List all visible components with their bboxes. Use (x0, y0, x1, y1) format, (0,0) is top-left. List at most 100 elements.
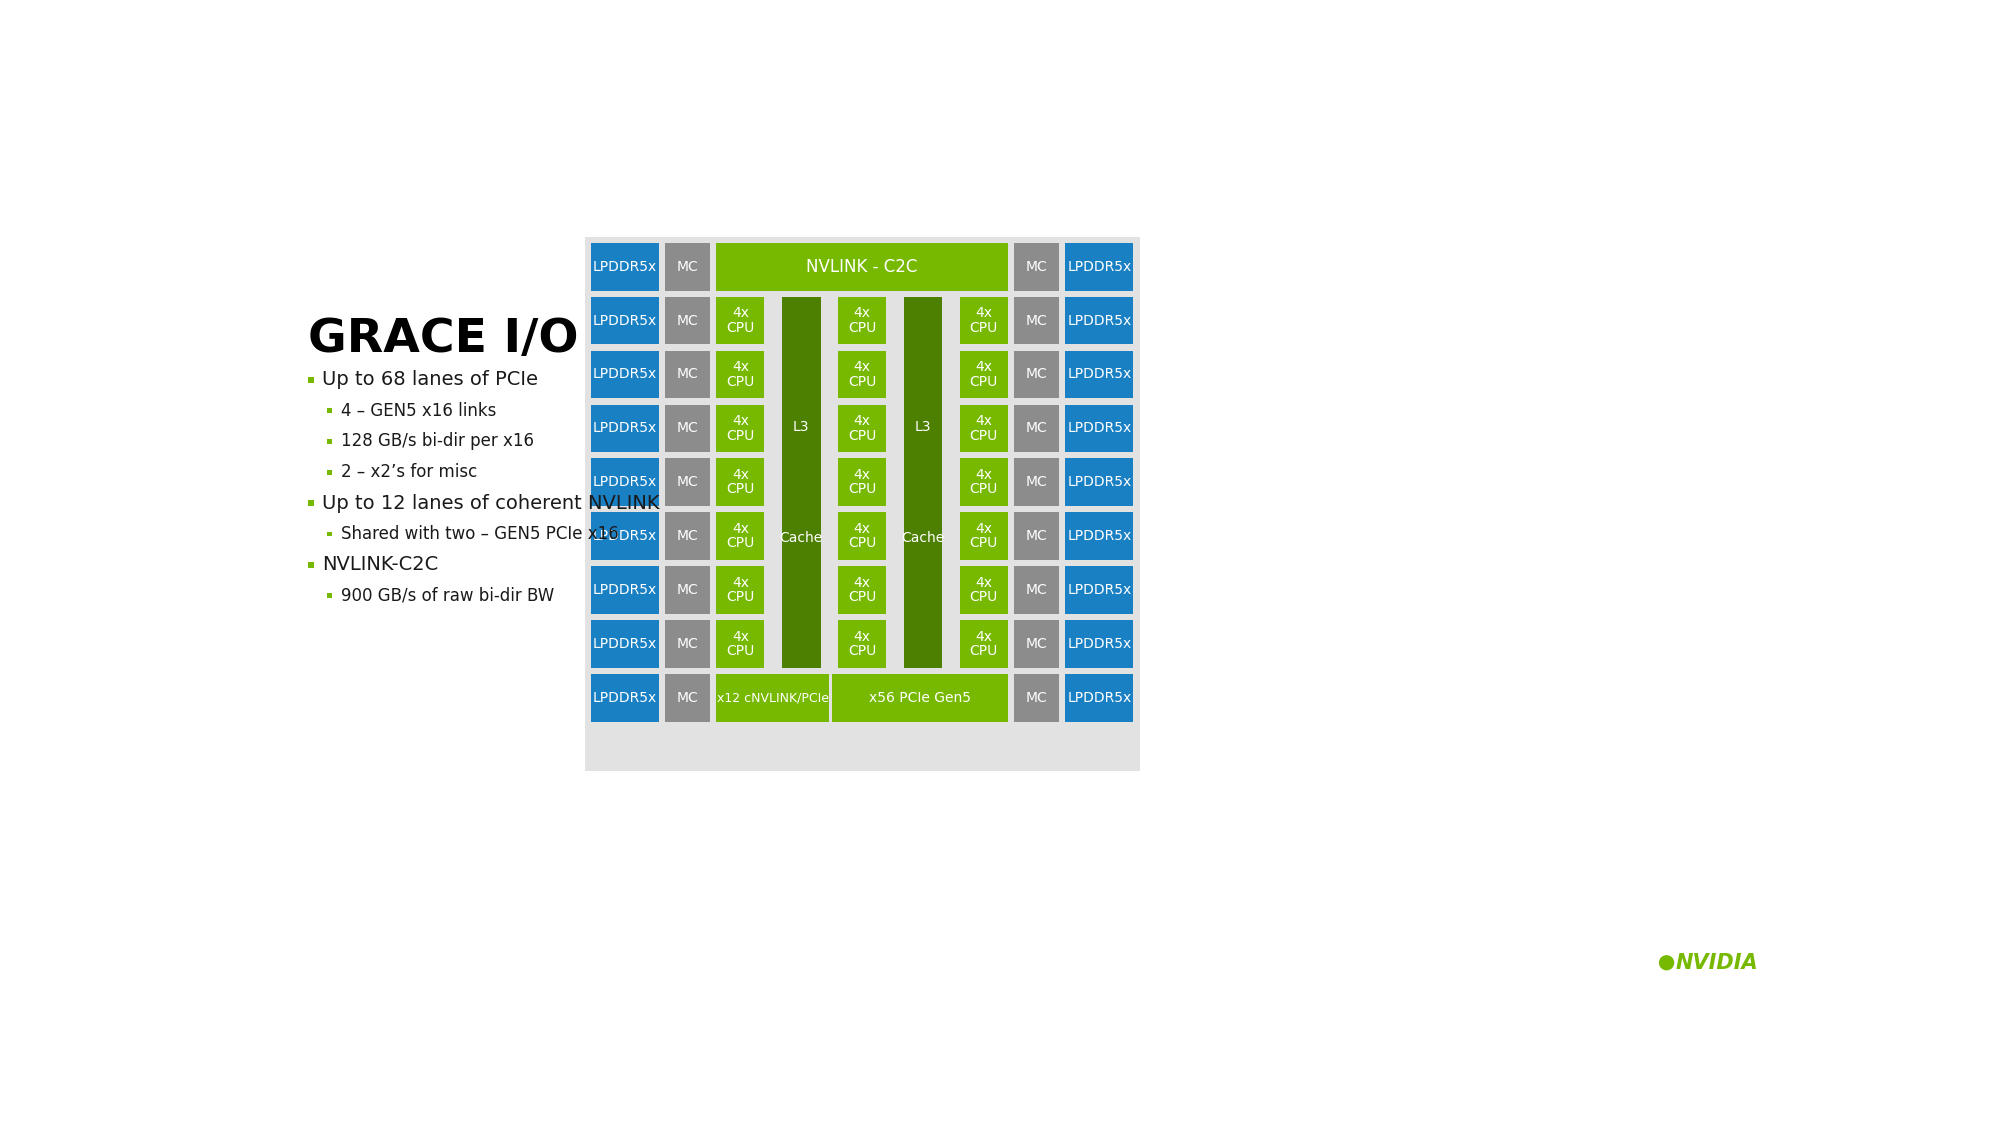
Text: LPDDR5x: LPDDR5x (593, 260, 657, 273)
FancyBboxPatch shape (781, 297, 821, 668)
Text: MC: MC (677, 691, 697, 705)
Bar (308, 561, 314, 568)
FancyBboxPatch shape (1013, 674, 1059, 722)
Text: CPU: CPU (969, 591, 997, 604)
FancyBboxPatch shape (591, 512, 659, 560)
Text: MC: MC (1025, 260, 1047, 273)
Text: LPDDR5x: LPDDR5x (1067, 637, 1131, 651)
Text: NVIDIA: NVIDIA (1674, 953, 1758, 973)
Text: L3: L3 (915, 420, 931, 433)
Text: 4x: 4x (853, 360, 871, 375)
Bar (328, 593, 332, 597)
Bar (328, 470, 332, 475)
Text: CPU: CPU (725, 537, 753, 550)
FancyBboxPatch shape (1013, 458, 1059, 506)
Text: 4x: 4x (731, 576, 749, 590)
Text: LPDDR5x: LPDDR5x (1067, 368, 1131, 381)
FancyBboxPatch shape (1065, 512, 1133, 560)
Text: NVLINK-C2C: NVLINK-C2C (322, 555, 438, 574)
Text: 4x: 4x (853, 414, 871, 429)
FancyBboxPatch shape (715, 243, 1007, 290)
FancyBboxPatch shape (715, 351, 763, 398)
Text: L3: L3 (793, 420, 809, 433)
Text: CPU: CPU (725, 375, 753, 388)
Text: CPU: CPU (969, 375, 997, 388)
Text: NVLINK - C2C: NVLINK - C2C (805, 258, 917, 276)
Text: CPU: CPU (847, 645, 875, 658)
Text: CPU: CPU (969, 321, 997, 335)
FancyBboxPatch shape (1013, 243, 1059, 290)
Text: CPU: CPU (847, 429, 875, 442)
FancyBboxPatch shape (837, 512, 885, 560)
Bar (328, 439, 332, 443)
Text: MC: MC (677, 314, 697, 327)
Text: 900 GB/s of raw bi-dir BW: 900 GB/s of raw bi-dir BW (340, 586, 553, 604)
Text: 4x: 4x (853, 630, 871, 644)
FancyBboxPatch shape (715, 512, 763, 560)
FancyBboxPatch shape (715, 566, 763, 614)
Text: 128 GB/s bi-dir per x16: 128 GB/s bi-dir per x16 (340, 432, 533, 450)
Text: 4x: 4x (731, 414, 749, 429)
FancyBboxPatch shape (665, 243, 709, 290)
Text: LPDDR5x: LPDDR5x (593, 529, 657, 543)
FancyBboxPatch shape (715, 297, 763, 344)
Text: CPU: CPU (725, 591, 753, 604)
Text: MC: MC (677, 637, 697, 651)
Text: 4x: 4x (731, 468, 749, 483)
Text: CPU: CPU (847, 537, 875, 550)
Text: MC: MC (677, 260, 697, 273)
FancyBboxPatch shape (715, 405, 763, 452)
Text: 2 – x2’s for misc: 2 – x2’s for misc (340, 464, 478, 482)
Text: CPU: CPU (847, 375, 875, 388)
FancyBboxPatch shape (591, 297, 659, 344)
Text: MC: MC (1025, 691, 1047, 705)
FancyBboxPatch shape (1065, 674, 1133, 722)
Text: CPU: CPU (969, 483, 997, 496)
FancyBboxPatch shape (1065, 297, 1133, 344)
Text: 4 – GEN5 x16 links: 4 – GEN5 x16 links (340, 402, 496, 420)
FancyBboxPatch shape (959, 566, 1007, 614)
Text: GRACE I/O: GRACE I/O (308, 316, 577, 361)
Text: 4x: 4x (853, 306, 871, 321)
FancyBboxPatch shape (959, 458, 1007, 506)
Text: CPU: CPU (725, 483, 753, 496)
Text: Up to 68 lanes of PCIe: Up to 68 lanes of PCIe (322, 370, 537, 389)
Text: 4x: 4x (731, 360, 749, 375)
FancyBboxPatch shape (665, 620, 709, 668)
Text: Up to 12 lanes of coherent NVLINK: Up to 12 lanes of coherent NVLINK (322, 494, 659, 513)
FancyBboxPatch shape (1065, 243, 1133, 290)
FancyBboxPatch shape (591, 351, 659, 398)
FancyBboxPatch shape (1013, 566, 1059, 614)
FancyBboxPatch shape (837, 297, 885, 344)
Text: MC: MC (677, 368, 697, 381)
FancyBboxPatch shape (1065, 620, 1133, 668)
FancyBboxPatch shape (831, 674, 1007, 722)
Bar (308, 377, 314, 382)
Text: 4x: 4x (975, 630, 991, 644)
Text: LPDDR5x: LPDDR5x (1067, 422, 1131, 435)
Text: LPDDR5x: LPDDR5x (1067, 583, 1131, 597)
Text: CPU: CPU (725, 429, 753, 442)
Text: CPU: CPU (725, 645, 753, 658)
Text: LPDDR5x: LPDDR5x (1067, 314, 1131, 327)
Text: CPU: CPU (847, 591, 875, 604)
Text: MC: MC (677, 583, 697, 597)
FancyBboxPatch shape (1065, 405, 1133, 452)
Text: Shared with two – GEN5 PCIe x16: Shared with two – GEN5 PCIe x16 (340, 525, 617, 543)
Text: CPU: CPU (847, 483, 875, 496)
FancyBboxPatch shape (837, 405, 885, 452)
Text: 4x: 4x (975, 576, 991, 590)
Text: LPDDR5x: LPDDR5x (593, 691, 657, 705)
Text: 4x: 4x (975, 468, 991, 483)
Text: MC: MC (1025, 314, 1047, 327)
FancyBboxPatch shape (1013, 297, 1059, 344)
FancyBboxPatch shape (591, 620, 659, 668)
FancyBboxPatch shape (959, 351, 1007, 398)
FancyBboxPatch shape (837, 351, 885, 398)
Text: LPDDR5x: LPDDR5x (593, 314, 657, 327)
FancyBboxPatch shape (959, 405, 1007, 452)
Text: MC: MC (1025, 637, 1047, 651)
FancyBboxPatch shape (903, 297, 941, 668)
Text: MC: MC (677, 529, 697, 543)
Text: Cache: Cache (901, 531, 945, 544)
